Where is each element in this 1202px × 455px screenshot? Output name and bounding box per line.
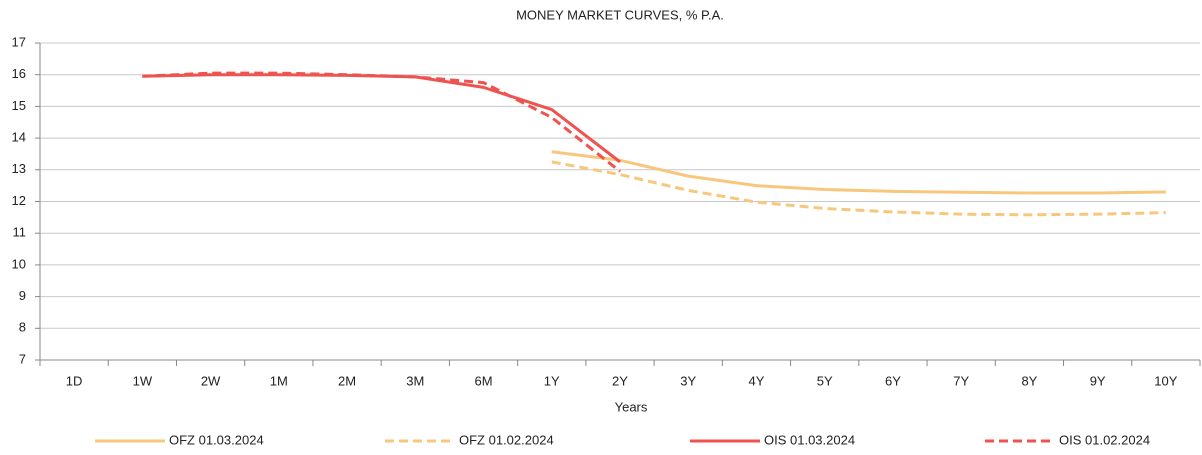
x-tick-label: 4Y bbox=[749, 373, 765, 388]
series-line bbox=[551, 150, 1166, 195]
chart-title: MONEY MARKET CURVES, % P.A. bbox=[516, 7, 724, 22]
series-line bbox=[142, 71, 621, 173]
series-line bbox=[551, 160, 1166, 217]
y-tick-label: 9 bbox=[19, 288, 26, 303]
y-tick-label: 11 bbox=[13, 225, 27, 240]
x-tick-label: 2Y bbox=[612, 373, 628, 388]
x-tick-label: 3Y bbox=[680, 373, 696, 388]
x-tick-label: 1Y bbox=[544, 373, 560, 388]
x-tick-label: 1M bbox=[270, 373, 288, 388]
x-tick-label: 1W bbox=[133, 373, 153, 388]
x-axis-label: Years bbox=[615, 399, 648, 414]
legend-label: OIS 01.03.2024 bbox=[764, 432, 855, 447]
y-tick-label: 16 bbox=[12, 66, 26, 81]
x-tick-label: 2W bbox=[201, 373, 221, 388]
x-tick-label: 7Y bbox=[953, 373, 969, 388]
y-tick-label: 17 bbox=[12, 34, 26, 49]
legend-label: OIS 01.02.2024 bbox=[1059, 432, 1150, 447]
y-tick-label: 7 bbox=[19, 351, 26, 366]
x-tick-label: 10Y bbox=[1154, 373, 1177, 388]
y-tick-label: 10 bbox=[12, 256, 26, 271]
x-tick-label: 9Y bbox=[1090, 373, 1106, 388]
x-tick-label: 3M bbox=[406, 373, 424, 388]
y-tick-label: 15 bbox=[12, 98, 26, 113]
x-tick-label: 2M bbox=[338, 373, 356, 388]
y-tick-label: 13 bbox=[12, 161, 26, 176]
y-tick-label: 12 bbox=[12, 193, 26, 208]
x-tick-label: 5Y bbox=[817, 373, 833, 388]
x-tick-label: 8Y bbox=[1021, 373, 1037, 388]
y-tick-label: 8 bbox=[19, 320, 26, 335]
series-line bbox=[142, 73, 621, 164]
legend-label: OFZ 01.03.2024 bbox=[169, 432, 264, 447]
legend-label: OFZ 01.02.2024 bbox=[459, 432, 554, 447]
x-tick-label: 6M bbox=[474, 373, 492, 388]
x-tick-label: 1D bbox=[66, 373, 83, 388]
x-tick-label: 6Y bbox=[885, 373, 901, 388]
y-tick-label: 14 bbox=[12, 130, 26, 145]
